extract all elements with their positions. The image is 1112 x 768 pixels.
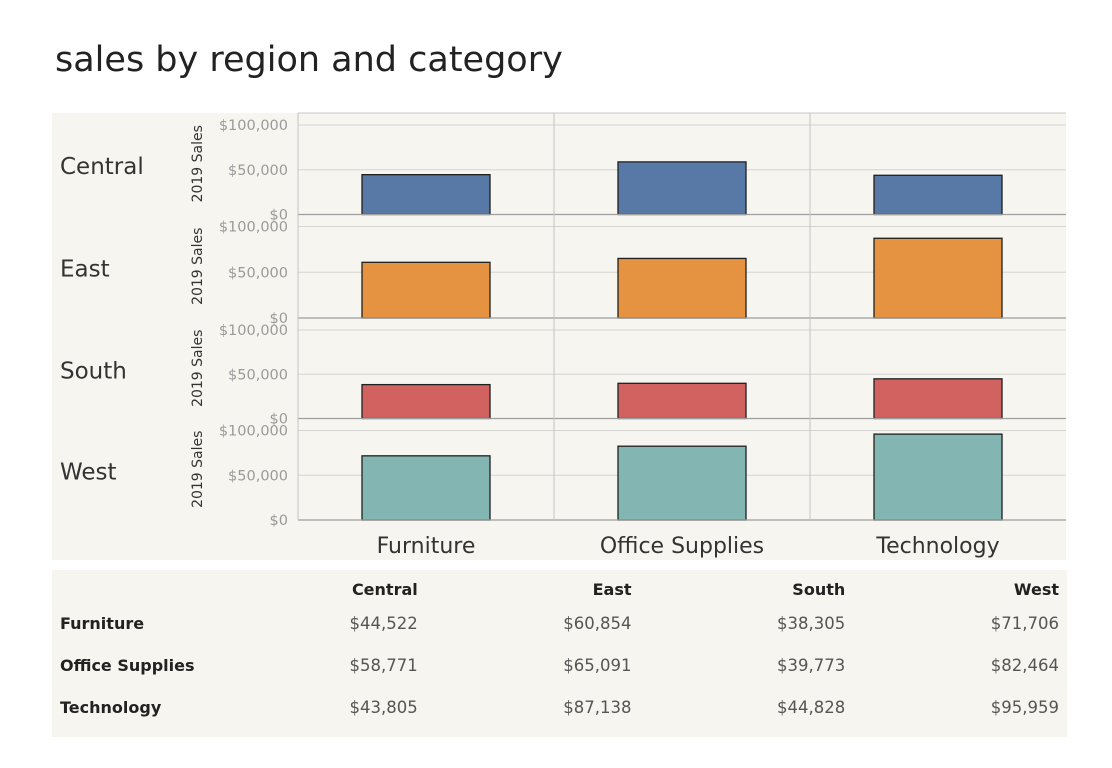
y-axis-title: 2019 Sales: [190, 330, 206, 407]
bar: [617, 382, 747, 420]
bar: [873, 174, 1003, 216]
y-axis-title: 2019 Sales: [190, 228, 206, 305]
table-cell: $38,305: [777, 613, 846, 633]
x-tick-label: Office Supplies: [600, 534, 764, 559]
table-panel: [52, 570, 1067, 737]
y-tick-label: $0: [270, 208, 288, 224]
bar: [361, 261, 491, 319]
y-axis-title: 2019 Sales: [190, 431, 206, 508]
region-label: Central: [60, 154, 144, 180]
bar-chart: $0 $50,000 $100,000 2019 Sales Central $0 $50,…: [52, 112, 1066, 560]
table-row-label: Technology: [60, 697, 162, 717]
table-cell: $82,464: [990, 655, 1059, 675]
table-cell: $58,771: [349, 655, 418, 675]
table-header-central: Central: [351, 579, 418, 599]
table-row: Technology $43,805 $87,138 $44,828 $95,9…: [52, 686, 1067, 728]
y-tick-label: $100,000: [219, 220, 288, 236]
table-cell: $65,091: [563, 655, 632, 675]
region-label: West: [60, 459, 117, 485]
table-cell: $44,522: [349, 613, 418, 633]
y-axis-title: 2019 Sales: [190, 125, 206, 202]
sales-table: Central East South West Furniture $44,52…: [52, 576, 1067, 728]
y-tick-label: $0: [270, 412, 288, 428]
bar: [361, 455, 491, 521]
region-label: East: [60, 256, 110, 282]
region-label: South: [60, 358, 127, 384]
table-header-corner: [52, 576, 212, 602]
table-row: Furniture $44,522 $60,854 $38,305 $71,70…: [52, 602, 1067, 644]
table-cell: $95,959: [990, 697, 1059, 717]
table-cell: $60,854: [563, 613, 632, 633]
bar: [617, 257, 747, 319]
y-tick-label: $100,000: [219, 323, 288, 339]
y-tick-label: $100,000: [219, 118, 288, 134]
table-cell: $43,805: [349, 697, 418, 717]
x-tick-label: Technology: [875, 534, 999, 559]
bar: [873, 378, 1003, 420]
y-tick-label: $0: [270, 311, 288, 327]
bar: [361, 174, 491, 216]
bar: [617, 161, 747, 216]
chart-title: sales by region and category: [55, 40, 563, 80]
y-tick-label: $50,000: [228, 367, 288, 383]
bar: [617, 445, 747, 521]
bar: [361, 383, 491, 420]
table-row-label: Furniture: [60, 613, 145, 633]
table-cell: $39,773: [777, 655, 846, 675]
table-cell: $71,706: [990, 613, 1059, 633]
table-header-east: East: [592, 579, 632, 599]
y-tick-label: $50,000: [228, 468, 288, 484]
bar: [873, 433, 1003, 521]
table-cell: $44,828: [777, 697, 846, 717]
y-tick-label: $100,000: [219, 424, 288, 440]
y-tick-label: $50,000: [228, 265, 288, 281]
table-header-row: Central East South West: [52, 576, 1067, 602]
table-cell: $87,138: [563, 697, 632, 717]
table-row: Office Supplies $58,771 $65,091 $39,773 …: [52, 644, 1067, 686]
table-header-south: South: [792, 579, 846, 599]
table-header-west: West: [1013, 579, 1059, 599]
x-tick-label: Furniture: [377, 534, 476, 559]
table-row-label: Office Supplies: [60, 655, 195, 675]
bar: [873, 237, 1003, 319]
y-tick-label: $0: [270, 513, 288, 529]
y-tick-label: $50,000: [228, 163, 288, 179]
